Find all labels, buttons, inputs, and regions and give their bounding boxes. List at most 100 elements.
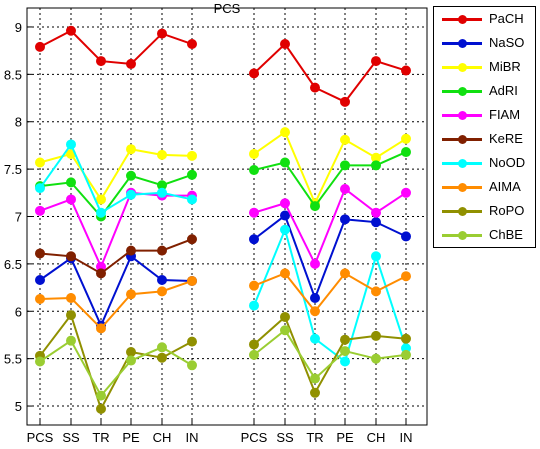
data-point-mibr: [187, 150, 197, 161]
legend-swatch-marker: [458, 183, 467, 192]
y-tick-label: 5: [15, 399, 22, 414]
data-point-adri: [401, 147, 411, 158]
data-point-pach: [340, 96, 350, 107]
series-line-ropo-left: [39, 312, 193, 412]
legend-label: FIAM: [489, 107, 521, 122]
data-point-chbe: [371, 353, 381, 364]
x-tick-label: PCS: [27, 430, 54, 445]
x-tick-label: IN: [186, 430, 199, 445]
data-point-chbe: [66, 335, 76, 346]
y-tick-label: 6.5: [4, 257, 22, 272]
data-point-naso: [35, 274, 45, 285]
data-point-ropo: [249, 339, 259, 350]
data-point-kere: [96, 268, 106, 279]
data-point-kere: [187, 234, 197, 245]
series-line-chbe-right: [253, 328, 407, 381]
series-line-aima-right: [253, 272, 407, 313]
data-point-fiam: [280, 198, 290, 209]
data-point-pach: [35, 41, 45, 52]
y-tick-label: 9: [15, 20, 22, 35]
data-point-adri: [280, 157, 290, 168]
legend-swatch-marker: [458, 87, 467, 96]
data-point-chbe: [187, 360, 197, 371]
series-line-pach-left: [39, 29, 193, 65]
data-point-kere: [66, 251, 76, 262]
data-point-aima: [187, 275, 197, 286]
data-point-ropo: [126, 347, 136, 358]
series-line-nood-right: [253, 226, 407, 364]
data-point-ropo: [371, 330, 381, 341]
data-point-pach: [126, 58, 136, 69]
data-point-pach: [280, 39, 290, 50]
data-point-nood: [157, 187, 167, 198]
legend-swatch-marker: [458, 207, 467, 216]
series-line-naso-left: [39, 254, 193, 328]
data-point-nood: [35, 183, 45, 194]
y-tick-label: 8: [15, 115, 22, 130]
data-point-aima: [340, 268, 350, 279]
data-point-nood: [126, 189, 136, 200]
data-point-adri: [371, 160, 381, 171]
data-point-aima: [249, 280, 259, 291]
chart-title: PCS: [214, 1, 241, 16]
data-point-ropo: [187, 336, 197, 347]
data-point-pach: [187, 39, 197, 50]
data-point-naso: [249, 234, 259, 245]
data-point-adri: [126, 170, 136, 181]
data-point-kere: [35, 248, 45, 259]
data-point-aima: [96, 323, 106, 334]
data-point-naso: [340, 214, 350, 225]
data-point-nood: [371, 251, 381, 262]
series-line-adri-right: [253, 151, 407, 208]
data-point-ropo: [280, 311, 290, 322]
data-point-nood: [340, 356, 350, 367]
data-point-ropo: [66, 310, 76, 321]
data-point-pach: [310, 82, 320, 93]
data-point-naso: [310, 293, 320, 304]
legend-label: MiBR: [489, 59, 521, 74]
data-point-pach: [371, 56, 381, 67]
data-point-chbe: [310, 373, 320, 384]
x-tick-label: PE: [336, 430, 354, 445]
legend-swatch-marker: [458, 231, 467, 240]
data-point-nood: [310, 333, 320, 344]
legend-label: NoOD: [489, 155, 526, 170]
series-line-mibr-right: [253, 130, 407, 206]
series-line-chbe-left: [39, 339, 193, 398]
x-tick-label: PE: [122, 430, 140, 445]
data-point-adri: [340, 160, 350, 171]
legend-item-chbe: ChBE: [434, 223, 535, 247]
legend-item-kere: KeRE: [434, 127, 535, 151]
data-point-fiam: [66, 194, 76, 205]
y-tick-label: 7: [15, 210, 22, 225]
series-line-aima-left: [39, 280, 193, 330]
data-point-mibr: [340, 134, 350, 145]
data-point-fiam: [340, 184, 350, 195]
data-point-pach: [157, 28, 167, 39]
series-line-mibr-left: [39, 148, 193, 202]
data-point-fiam: [310, 258, 320, 269]
data-point-naso: [280, 210, 290, 221]
data-point-aima: [35, 293, 45, 304]
data-point-ropo: [157, 352, 167, 363]
data-point-mibr: [280, 127, 290, 138]
data-point-chbe: [96, 390, 106, 401]
y-tick-label: 8.5: [4, 67, 22, 82]
chart-legend: PaCH NaSO MiBR AdRI FIAM KeRE NoOD AIMA RoPO ChBE: [433, 6, 536, 248]
data-point-mibr: [249, 148, 259, 159]
legend-swatch-marker: [458, 39, 467, 48]
legend-label: AdRI: [489, 83, 518, 98]
legend-swatch-marker: [458, 111, 467, 120]
data-point-adri: [249, 165, 259, 176]
data-point-kere: [126, 245, 136, 256]
data-point-pach: [401, 65, 411, 76]
data-point-mibr: [35, 157, 45, 168]
data-point-aima: [371, 286, 381, 297]
data-point-aima: [310, 306, 320, 317]
x-tick-label: SS: [276, 430, 294, 445]
series-line-pach-right: [253, 42, 407, 104]
data-point-naso: [371, 217, 381, 228]
legend-item-ropo: RoPO: [434, 199, 535, 223]
legend-label: AIMA: [489, 179, 521, 194]
